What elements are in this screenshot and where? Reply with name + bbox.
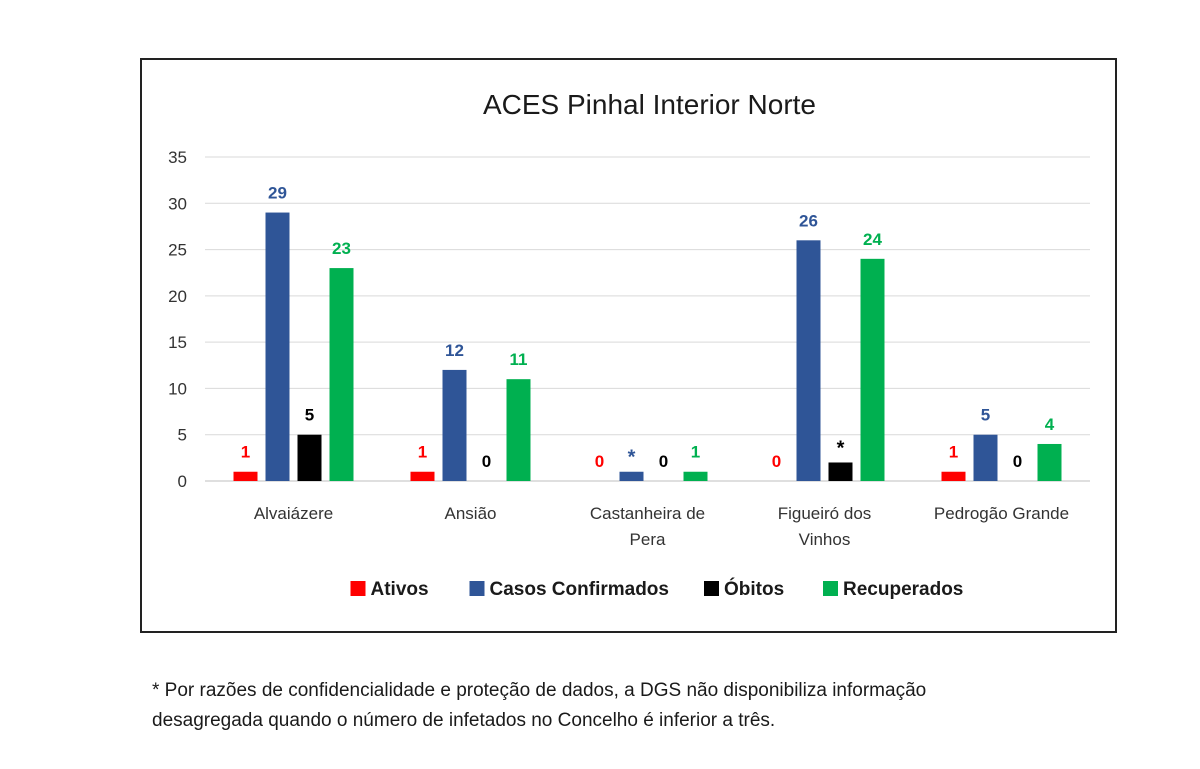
y-tick-label: 30 [168, 194, 187, 213]
bar-óbitos [828, 462, 853, 481]
bar-ativos [233, 471, 258, 481]
data-label: 0 [772, 452, 781, 471]
footnote-line-1: * Por razões de confidencialidade e prot… [152, 680, 927, 701]
chart-title: ACES Pinhal Interior Norte [483, 89, 816, 120]
bar-casos-confirmados [973, 434, 998, 481]
bar-casos-confirmados [619, 471, 644, 481]
bar-casos-confirmados [796, 240, 821, 481]
bar-recuperados [1037, 443, 1062, 481]
data-label: * [837, 437, 845, 459]
bar-chart: ACES Pinhal Interior Norte05101520253035… [168, 89, 1090, 600]
footnote-line-2: desagregada quando o número de infetados… [152, 710, 776, 731]
x-category-label: Pera [630, 530, 666, 549]
legend-label: Recuperados [843, 579, 963, 600]
bar-recuperados [329, 268, 354, 481]
data-label: 1 [949, 443, 958, 462]
x-category-label: Vinhos [799, 530, 851, 549]
data-label: 24 [863, 230, 882, 249]
y-tick-label: 5 [178, 426, 187, 445]
footnote: * Por razões de confidencialidade e prot… [152, 676, 1152, 736]
bar-ativos [941, 471, 966, 481]
bar-recuperados [506, 379, 531, 481]
x-category-label: Alvaiázere [254, 504, 333, 523]
legend-swatch-ativos [350, 581, 366, 596]
bar-casos-confirmados [442, 369, 467, 481]
y-tick-label: 35 [168, 148, 187, 167]
data-label: 5 [305, 406, 314, 425]
x-category-label: Figueiró dos [778, 504, 872, 523]
bar-óbitos [297, 434, 322, 481]
legend-label: Ativos [371, 579, 429, 600]
chart-frame: ACES Pinhal Interior Norte 0 5 10 15 20 25 30 35… [140, 58, 1117, 633]
data-label: 0 [659, 452, 668, 471]
data-label: 1 [691, 443, 700, 462]
data-label: 4 [1045, 415, 1055, 434]
x-category-label: Ansião [445, 504, 497, 523]
data-label: 1 [241, 443, 250, 462]
data-label: 0 [1013, 452, 1022, 471]
data-label: 5 [981, 406, 990, 425]
data-label: 11 [510, 350, 528, 369]
x-category-label: Castanheira de [590, 504, 705, 523]
data-label: 0 [482, 452, 491, 471]
data-label: 26 [799, 211, 818, 230]
data-label: * [628, 447, 636, 469]
legend-label: Óbitos [724, 578, 784, 600]
bar-recuperados [683, 471, 708, 481]
data-label: 23 [332, 239, 351, 258]
legend-swatch-óbitos [704, 581, 719, 596]
data-label: 1 [418, 443, 427, 462]
y-tick-label: 20 [168, 287, 187, 306]
y-tick-label: 10 [168, 379, 187, 398]
x-category-label: Pedrogão Grande [934, 504, 1069, 523]
data-label: 12 [445, 341, 464, 360]
bar-recuperados [860, 258, 885, 481]
bar-casos-confirmados [265, 212, 290, 482]
y-tick-label: 25 [168, 241, 187, 260]
legend-swatch-recuperados [823, 581, 838, 596]
legend-swatch-casos-confirmados [469, 581, 485, 596]
data-label: 0 [595, 452, 604, 471]
legend-label: Casos Confirmados [490, 579, 669, 600]
data-label: 29 [268, 184, 287, 203]
bar-ativos [410, 471, 435, 481]
y-tick-label: 15 [168, 333, 187, 352]
y-tick-label: 0 [178, 472, 187, 491]
